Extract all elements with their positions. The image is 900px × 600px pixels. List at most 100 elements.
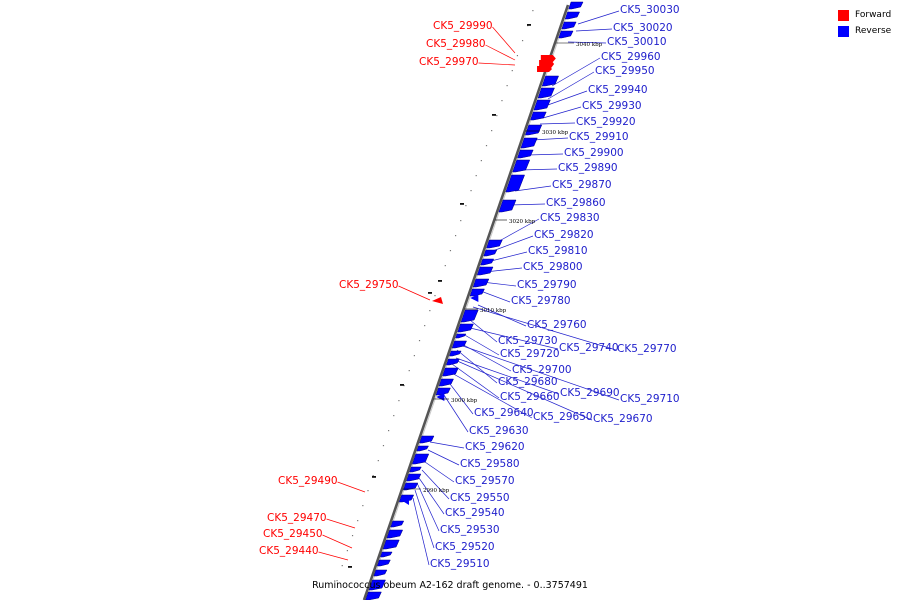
position-dot bbox=[424, 325, 426, 327]
leader-line bbox=[465, 326, 559, 350]
scale-label: 3030 kbp bbox=[542, 130, 569, 136]
position-tick bbox=[527, 24, 531, 26]
leader-line bbox=[459, 344, 620, 401]
position-dot bbox=[449, 250, 452, 252]
position-dot bbox=[511, 70, 513, 72]
leader-line bbox=[456, 349, 498, 384]
position-dot bbox=[506, 85, 508, 87]
gene-label: CK5_29820 bbox=[534, 229, 594, 241]
position-dot bbox=[465, 205, 467, 207]
forward-gene-arrow bbox=[432, 297, 443, 304]
leader-line bbox=[326, 518, 356, 529]
position-dot bbox=[475, 175, 477, 177]
reverse-gene-arrow bbox=[382, 539, 400, 550]
reverse-gene-arrow bbox=[376, 559, 391, 567]
leader-line bbox=[322, 534, 353, 549]
gene-label: CK5_29960 bbox=[601, 51, 661, 63]
position-dot bbox=[382, 445, 385, 447]
position-dot bbox=[516, 55, 519, 57]
reverse-gene-arrow bbox=[442, 367, 459, 377]
position-tick bbox=[400, 384, 404, 386]
legend-forward-label: Forward bbox=[855, 10, 892, 20]
position-dot bbox=[501, 100, 503, 102]
position-dot bbox=[521, 40, 524, 42]
gene-label: CK5_29890 bbox=[558, 162, 618, 174]
reverse-gene-arrow bbox=[406, 473, 422, 482]
reverse-gene-arrow bbox=[400, 495, 409, 505]
gene-label: CK5_29440 bbox=[259, 545, 319, 557]
gene-label: CK5_29620 bbox=[465, 441, 525, 453]
reverse-gene-arrow bbox=[537, 87, 555, 99]
reverse-gene-arrow bbox=[457, 323, 474, 333]
leader-line bbox=[542, 106, 582, 119]
leader-line bbox=[446, 379, 474, 415]
position-dot bbox=[480, 160, 482, 162]
position-dot bbox=[491, 130, 493, 132]
scale-label: 3040 kbp bbox=[576, 42, 603, 48]
position-dot bbox=[372, 475, 374, 477]
gene-label: CK5_29650 bbox=[533, 411, 593, 423]
gene-label: CK5_29830 bbox=[540, 212, 600, 224]
gene-label: CK5_29800 bbox=[523, 261, 583, 273]
gene-label: CK5_29790 bbox=[517, 279, 577, 291]
reverse-gene-arrow bbox=[438, 378, 454, 387]
gene-label: CK5_30030 bbox=[620, 4, 680, 16]
position-tick bbox=[492, 114, 496, 116]
legend-reverse-label: Reverse bbox=[855, 26, 892, 36]
position-dot bbox=[429, 310, 431, 312]
position-dot bbox=[408, 370, 410, 372]
gene-label: CK5_29720 bbox=[500, 348, 560, 360]
reverse-gene-arrow bbox=[460, 309, 479, 323]
gene-label: CK5_29640 bbox=[474, 407, 534, 419]
gene-label: CK5_29910 bbox=[569, 131, 629, 143]
position-dot bbox=[357, 520, 359, 522]
leader-line bbox=[527, 153, 564, 156]
gene-label: CK5_29740 bbox=[559, 342, 619, 354]
gene-label: CK5_29470 bbox=[267, 512, 327, 524]
reverse-gene-arrow bbox=[520, 137, 538, 149]
reverse-gene-arrow bbox=[386, 529, 404, 539]
gene-label: CK5_29580 bbox=[460, 458, 520, 470]
leader-line bbox=[539, 122, 576, 125]
reverse-gene-arrow bbox=[517, 149, 534, 159]
position-dot bbox=[434, 295, 436, 297]
leader-line bbox=[451, 363, 500, 399]
leader-line bbox=[544, 90, 588, 107]
gene-label: CK5_29660 bbox=[500, 391, 560, 403]
scale-label: 3010 kbp bbox=[480, 308, 507, 314]
gene-label: CK5_29690 bbox=[560, 387, 620, 399]
gene-label: CK5_29930 bbox=[582, 100, 642, 112]
position-dot bbox=[377, 460, 379, 462]
position-tick bbox=[438, 280, 442, 282]
leader-line bbox=[509, 203, 546, 206]
gene-label: CK5_29860 bbox=[546, 197, 606, 209]
leader-line bbox=[514, 185, 552, 192]
scale-label: 3000 kbp bbox=[451, 398, 478, 404]
leader-line bbox=[492, 26, 516, 54]
position-dot bbox=[341, 565, 343, 567]
position-dot bbox=[418, 340, 421, 342]
gene-label: CK5_29770 bbox=[617, 343, 677, 355]
position-dot bbox=[470, 190, 472, 192]
reverse-gene-arrow bbox=[368, 579, 386, 591]
leader-line bbox=[441, 391, 469, 433]
leader-line bbox=[486, 251, 528, 263]
leader-line bbox=[412, 497, 430, 566]
gene-label: CK5_30020 bbox=[613, 22, 673, 34]
leader-line bbox=[418, 477, 445, 515]
reverse-gene-arrow bbox=[470, 294, 479, 302]
gene-label: CK5_29520 bbox=[435, 541, 495, 553]
gene-label: CK5_29450 bbox=[263, 528, 323, 540]
reverse-gene-arrow bbox=[505, 174, 525, 193]
gene-labels: CK5_29990 CK5_29980 CK5_29970 CK5_29750 CK5_… bbox=[259, 4, 680, 570]
gene-label: CK5_29990 bbox=[433, 20, 493, 32]
reverse-gene-arrow bbox=[472, 278, 490, 288]
gene-label: CK5_29980 bbox=[426, 38, 486, 50]
position-dot bbox=[413, 355, 415, 357]
reverse-gene-arrow bbox=[451, 340, 467, 349]
gene-label: CK5_29550 bbox=[450, 492, 510, 504]
leader-line bbox=[416, 482, 440, 532]
gene-label: CK5_29760 bbox=[527, 319, 587, 331]
gene-label: CK5_29510 bbox=[430, 558, 490, 570]
